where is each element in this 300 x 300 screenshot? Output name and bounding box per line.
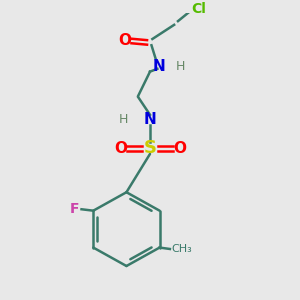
Text: H: H — [176, 60, 186, 73]
Text: CH₃: CH₃ — [171, 244, 192, 254]
Text: F: F — [69, 202, 79, 216]
Text: Cl: Cl — [191, 2, 206, 16]
Text: O: O — [118, 34, 131, 49]
Text: S: S — [143, 139, 157, 157]
Text: O: O — [114, 141, 127, 156]
Text: N: N — [152, 59, 165, 74]
Text: H: H — [119, 113, 128, 126]
Text: N: N — [144, 112, 156, 128]
Text: O: O — [173, 141, 186, 156]
